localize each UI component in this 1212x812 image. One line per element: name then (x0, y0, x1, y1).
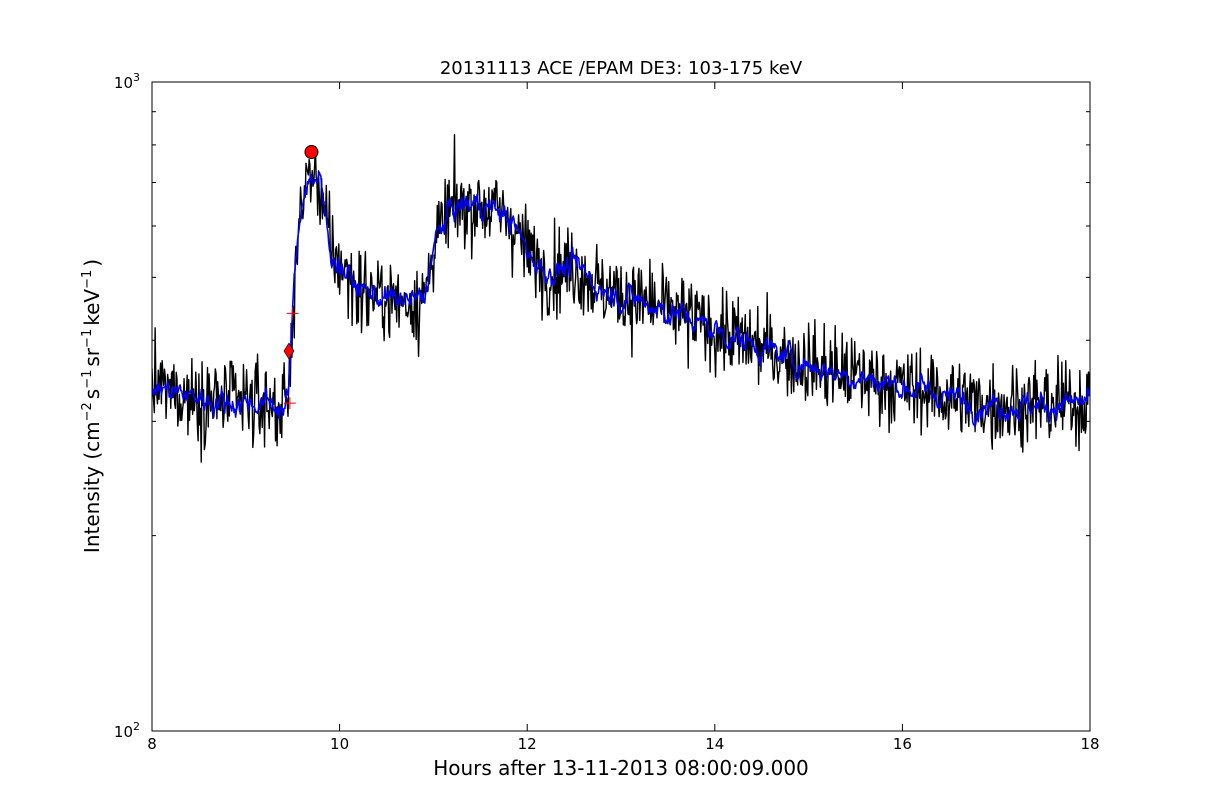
plot-area (151, 81, 1091, 732)
plot-frame (151, 81, 1091, 732)
y-axis-label-mid2: sr (80, 347, 104, 366)
plus-marker (286, 307, 299, 320)
x-axis-label: Hours after 13-11-2013 08:00:09.000 (433, 756, 809, 780)
y-axis-label-sup3: −1 (80, 329, 95, 348)
series-raw-line (152, 134, 1090, 463)
y-axis-label-mid1: s (80, 389, 104, 399)
y-axis-label-sup4: −1 (80, 270, 95, 289)
y-axis-label-sup1: −2 (80, 402, 95, 421)
tick-labels: 8 10 12 14 16 18 102 103 (114, 71, 1100, 753)
x-tick-label: 12 (518, 735, 537, 753)
plus-marker (283, 397, 296, 410)
marker-group (283, 145, 319, 410)
x-tick-label: 16 (893, 735, 912, 753)
x-tick-label: 14 (705, 735, 724, 753)
ticks (151, 81, 1091, 732)
y-tick-label: 103 (114, 71, 140, 92)
x-tick-label: 18 (1080, 735, 1099, 753)
y-axis-label-mid3: keV (80, 289, 104, 326)
series-group (152, 134, 1090, 463)
series-smoothed-line (152, 171, 1090, 428)
x-tick-label: 8 (147, 735, 157, 753)
y-tick-label: 102 (114, 720, 140, 741)
y-axis-label-prefix: Intensity (cm (80, 421, 104, 553)
y-axis-label-suffix: ) (80, 259, 104, 267)
x-tick-label: 10 (330, 735, 349, 753)
onset-diamond-marker (283, 342, 295, 360)
y-axis-label: Intensity (cm−2s−1sr−1keV−1) (80, 259, 104, 553)
peak-circle-marker (304, 145, 319, 160)
y-axis-label-sup2: −1 (80, 370, 95, 389)
chart-title: 20131113 ACE /EPAM DE3: 103-175 keV (440, 58, 803, 79)
